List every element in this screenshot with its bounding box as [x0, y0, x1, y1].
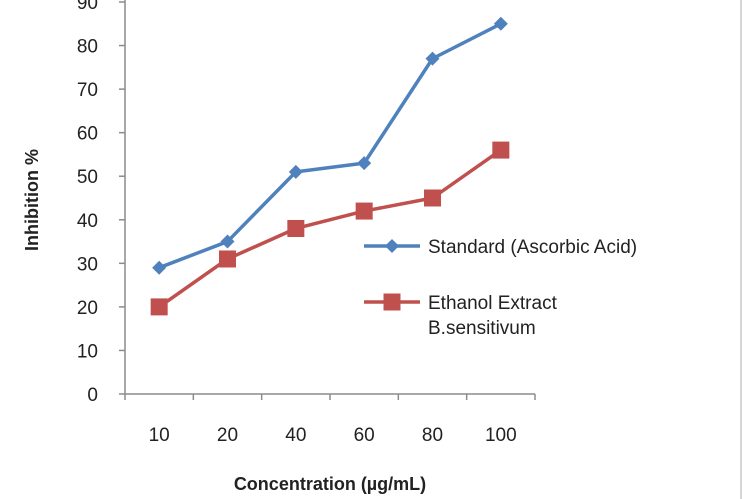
legend-item-2: Ethanol Extract B.sensitivum — [364, 293, 558, 339]
y-axis-title: Inhibition % — [22, 149, 42, 251]
data-point — [152, 260, 167, 275]
data-point — [355, 202, 373, 220]
x-tick-label: 100 — [485, 425, 517, 446]
y-tick-label: 70 — [77, 80, 98, 101]
y-tick-label: 30 — [77, 254, 98, 275]
legend-label: Ethanol Extract B.sensitivum — [428, 293, 558, 339]
x-ticks: 10 20 40 60 80 100 — [124, 394, 536, 446]
legend: Standard (Ascorbic Acid) Ethanol Extract B… — [364, 237, 637, 339]
legend-label: Standard (Ascorbic Acid) — [428, 237, 637, 258]
y-tick-label: 20 — [77, 298, 98, 319]
y-tick-label: 80 — [77, 37, 98, 58]
data-point — [219, 250, 236, 268]
legend-marker — [383, 293, 401, 311]
y-tick-label: 60 — [77, 124, 98, 145]
data-point — [492, 141, 510, 159]
x-tick-label: 60 — [354, 425, 375, 446]
series-line — [158, 22, 502, 270]
legend-marker — [385, 239, 399, 253]
y-tick-label: 10 — [77, 341, 98, 362]
data-point — [287, 219, 305, 237]
y-tick-label: 90 — [77, 0, 98, 14]
y-tick-label: 0 — [87, 385, 98, 406]
data-point — [150, 298, 168, 316]
series-1 — [152, 16, 508, 275]
x-tick-label: 20 — [217, 425, 238, 446]
data-point — [425, 51, 440, 66]
y-ticks: 0 10 20 30 40 50 60 70 80 90 — [77, 0, 125, 406]
y-tick-label: 50 — [77, 167, 98, 188]
x-tick-label: 10 — [149, 425, 170, 446]
legend-label-line: Ethanol Extract — [428, 293, 558, 314]
y-tick-label: 40 — [77, 211, 98, 232]
legend-label-line: Standard (Ascorbic Acid) — [428, 237, 637, 258]
legend-item-1: Standard (Ascorbic Acid) — [364, 237, 637, 258]
series-2 — [150, 141, 510, 316]
data-point — [288, 164, 303, 179]
x-tick-label: 40 — [285, 425, 306, 446]
series-line — [158, 148, 502, 309]
x-axis-title: Concentration (µg/mL) — [234, 474, 426, 494]
data-point — [493, 16, 508, 31]
data-point — [424, 189, 441, 207]
series-layer — [150, 16, 510, 316]
data-point — [357, 156, 372, 171]
data-point — [220, 234, 235, 249]
x-tick-label: 80 — [422, 425, 443, 446]
legend-label-line: B.sensitivum — [428, 318, 536, 339]
